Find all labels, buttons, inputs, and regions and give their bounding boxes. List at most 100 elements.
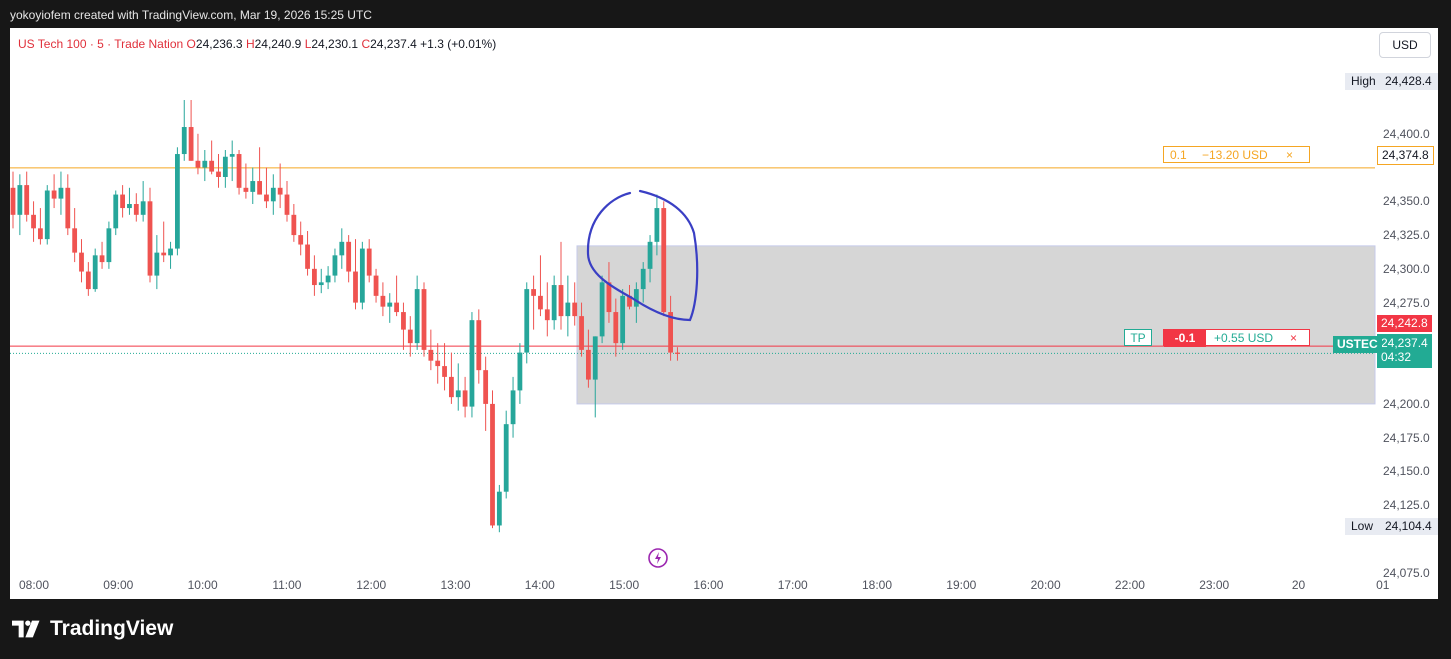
low-label: L (304, 37, 312, 51)
candle-body (38, 228, 43, 240)
candle-body (85, 271, 91, 290)
time-tick-label: 18:00 (862, 578, 893, 592)
candle-body (599, 282, 605, 337)
candle-body (524, 289, 530, 353)
candle-body (318, 282, 324, 286)
candle-body (620, 295, 626, 344)
hand-drawn-circle-annotation (586, 189, 699, 322)
candle-body (407, 329, 413, 344)
candle-body (270, 187, 276, 202)
candle-body (366, 248, 372, 276)
candle-body (284, 194, 290, 215)
candle-body (544, 309, 550, 321)
chart-frame[interactable]: US Tech 100 · 5 · Trade Nation O24,236.3… (10, 28, 1438, 599)
candle-body (31, 214, 36, 229)
candle-body (414, 289, 420, 344)
time-tick-label: 09:00 (103, 578, 134, 592)
symbol-ohlc-legend: US Tech 100 · 5 · Trade Nation O24,236.3… (18, 37, 496, 51)
low-label-tag: Low (1345, 518, 1380, 535)
candle-body (606, 282, 612, 313)
tp-label[interactable]: TP (1124, 329, 1152, 346)
candle-body (332, 255, 338, 276)
time-tick-label: 14:00 (524, 578, 555, 592)
candle-body (264, 194, 269, 202)
upper-order-pnl: −13.20 USD (1202, 148, 1268, 162)
currency-button[interactable]: USD (1379, 32, 1431, 58)
candle-body (449, 376, 454, 398)
candle-body (442, 366, 447, 377)
candle-body (188, 127, 194, 161)
candle-body (668, 312, 673, 353)
candle-body (154, 252, 160, 276)
upper-order-close-icon[interactable]: × (1286, 148, 1294, 162)
time-tick-label: 16:00 (693, 578, 724, 592)
candle-body (359, 248, 365, 303)
candle-body (421, 289, 427, 350)
candle-body (401, 312, 406, 330)
candle-body (243, 187, 249, 192)
tradingview-logo-icon (12, 620, 40, 638)
candle-body (496, 491, 502, 526)
candle-body (387, 302, 393, 307)
candle-body (236, 154, 242, 188)
time-tick-label: 15:00 (609, 578, 640, 592)
tp-order-close-icon[interactable]: × (1290, 331, 1298, 345)
price-tick-label: 24,350.0 (1383, 194, 1430, 209)
change-value: +1.3 (+0.01%) (420, 37, 497, 51)
ticker-tag: USTEC (1333, 336, 1382, 353)
high-value-tag: 24,428.4 (1379, 73, 1438, 90)
candle-body (579, 316, 584, 350)
time-tick-label: 13:00 (440, 578, 471, 592)
candle-body (140, 201, 146, 215)
time-tick-label: 11:00 (272, 578, 302, 592)
tp-order-label[interactable]: -0.1 +0.55 USD × (1163, 329, 1310, 347)
price-range-zone (576, 245, 1376, 405)
candle-body (65, 187, 71, 229)
candle-body (17, 185, 23, 215)
candle-body (127, 204, 132, 209)
candle-body (120, 194, 125, 209)
candle-body (380, 295, 386, 307)
candle-body (58, 187, 64, 199)
candle-body (10, 187, 16, 215)
candle-body (517, 352, 523, 391)
candle-body (147, 201, 153, 276)
candle-body (490, 403, 495, 526)
price-tick-label: 24,325.0 (1383, 228, 1430, 243)
tp-order-pnl: +0.55 USD (1214, 331, 1274, 345)
candle-body (373, 275, 379, 296)
candle-body (325, 275, 331, 283)
time-tick-label: 10:00 (187, 578, 218, 592)
candle-body (175, 154, 180, 249)
candle-body (346, 241, 352, 272)
candle-body (353, 271, 358, 303)
symbol-name[interactable]: US Tech 100 · 5 · Trade Nation (18, 37, 184, 51)
candle-body (675, 352, 680, 354)
candle-body (428, 349, 434, 361)
candle-body (257, 181, 262, 195)
high-label-tag: High (1345, 73, 1382, 90)
price-tick-label: 24,275.0 (1383, 295, 1430, 310)
candle-body (24, 185, 30, 215)
candle-body (462, 390, 468, 407)
time-tick-label: 20:00 (1030, 578, 1061, 592)
candlestick-plot[interactable] (10, 28, 1438, 599)
candle-body (168, 248, 173, 256)
candle-body (222, 156, 228, 177)
candle-body (435, 360, 441, 367)
candle-body (161, 252, 167, 256)
upper-order-label[interactable]: 0.1 −13.20 USD × (1163, 146, 1310, 163)
candle-body (92, 255, 98, 290)
chart-attribution: yokoyiofem created with TradingView.com,… (10, 8, 372, 22)
candle-body (455, 390, 461, 398)
candle-body (633, 289, 639, 307)
candle-body (51, 190, 57, 199)
price-tick-label: 24,175.0 (1383, 430, 1430, 445)
price-tick-label: 24,200.0 (1383, 396, 1430, 411)
tradingview-logo: TradingView (12, 617, 173, 641)
candle-body (44, 190, 50, 240)
candle-body (510, 390, 516, 425)
time-tick-label: 20 (1291, 578, 1306, 592)
events-lightning-icon[interactable] (647, 547, 669, 569)
candle-body (661, 208, 667, 313)
